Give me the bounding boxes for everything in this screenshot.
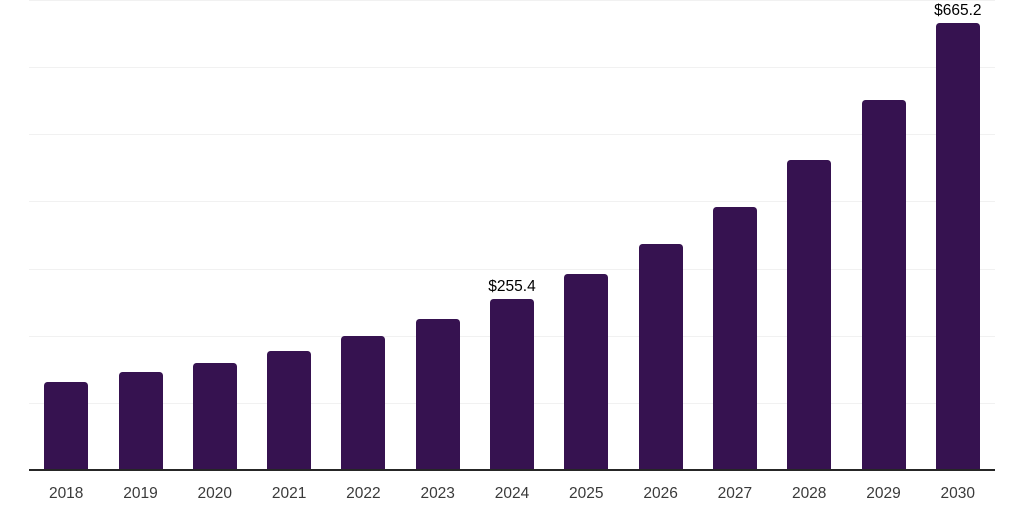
- data-label-2024: $255.4: [488, 277, 536, 295]
- bar-2021[interactable]: [267, 351, 312, 470]
- bar-2026[interactable]: [638, 243, 683, 470]
- x-tick-2023: 2023: [420, 485, 455, 502]
- x-tick-2025: 2025: [569, 485, 604, 502]
- bar-2022[interactable]: [341, 335, 386, 470]
- bar-2028[interactable]: [787, 159, 832, 470]
- x-tick-2028: 2028: [791, 485, 827, 502]
- x-tick-2018: 2018: [48, 485, 84, 502]
- bar-2023[interactable]: [415, 318, 460, 470]
- x-tick-2020: 2020: [197, 485, 233, 502]
- x-tick-2026: 2026: [643, 485, 678, 502]
- bar-2018[interactable]: [44, 382, 89, 470]
- gridline-300: [29, 268, 995, 270]
- bar-2030[interactable]: [935, 23, 980, 470]
- x-tick-2022: 2022: [346, 485, 381, 502]
- gridline-700: [29, 0, 995, 1]
- gridline-400: [29, 201, 995, 203]
- x-tick-2027: 2027: [717, 485, 753, 502]
- bar-2020[interactable]: [192, 362, 237, 470]
- bar-2027[interactable]: [712, 206, 757, 470]
- x-tick-2029: 2029: [866, 485, 901, 502]
- gridline-500: [29, 134, 995, 136]
- bar-2025[interactable]: [564, 273, 609, 470]
- bar-2019[interactable]: [118, 372, 163, 470]
- gridline-600: [29, 67, 995, 69]
- x-tick-2021: 2021: [271, 485, 307, 502]
- bar-2029[interactable]: [861, 100, 906, 470]
- bar-2024[interactable]: [490, 298, 534, 470]
- x-tick-2024: 2024: [494, 485, 530, 502]
- x-tick-2019: 2019: [123, 485, 158, 502]
- x-tick-2030: 2030: [940, 485, 976, 502]
- data-label-2030: $665.2: [934, 2, 982, 20]
- x-axis-line: [29, 469, 995, 471]
